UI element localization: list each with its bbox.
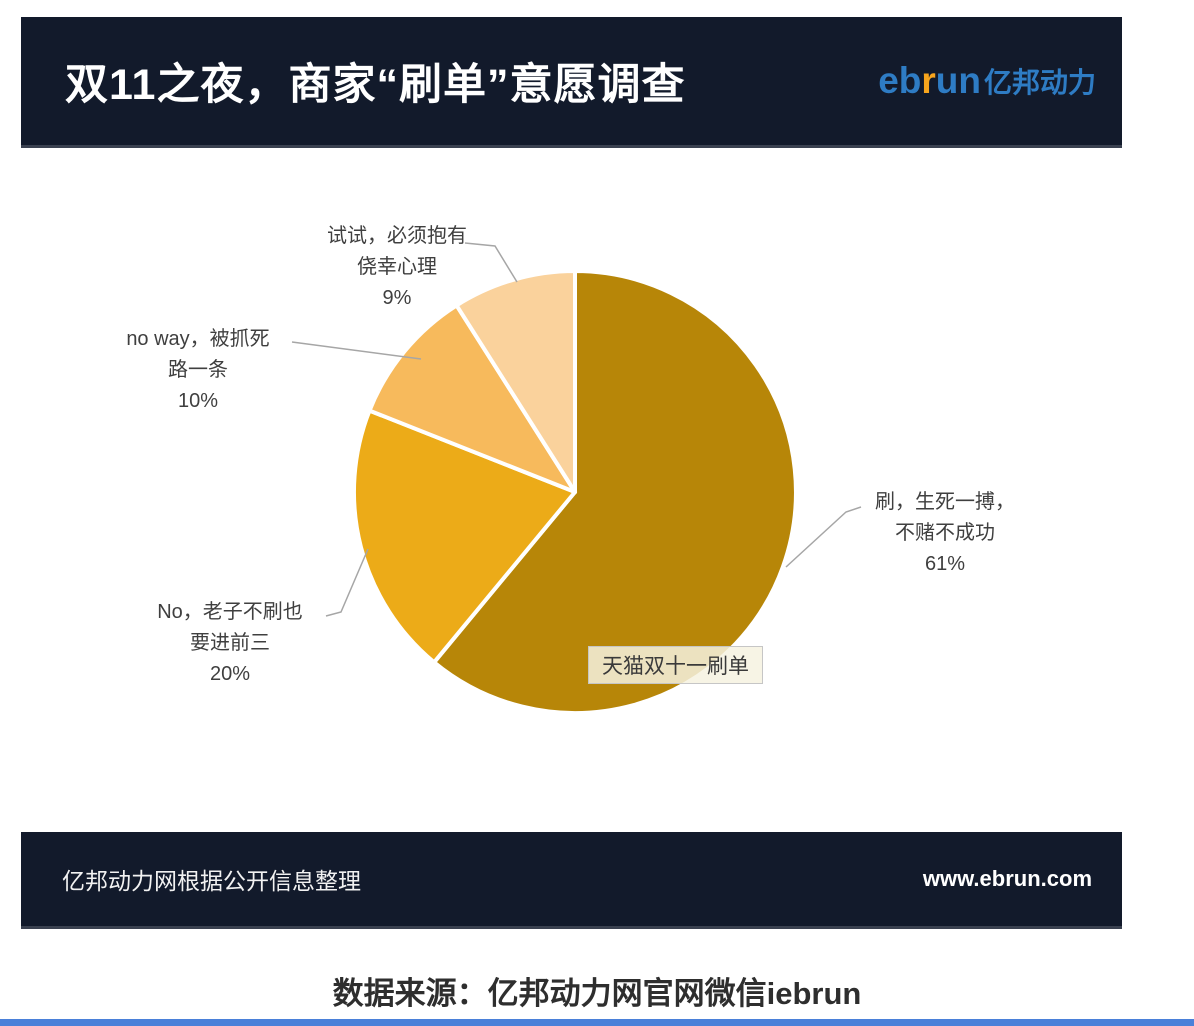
leader-lines: [291, 242, 862, 617]
bottom-accent-bar: [0, 1019, 1194, 1026]
slice-label-line2: 侥幸心理: [357, 256, 437, 278]
logo-text-en: ebrun: [878, 60, 981, 102]
pie-slice-61%[interactable]: [432, 269, 798, 715]
leader-line-slice-9: [464, 242, 518, 283]
footer-website: www.ebrun.com: [922, 866, 1092, 891]
logo-en-suffix: un: [935, 60, 981, 101]
slice-label-line1: 刷，生死一搏，: [875, 491, 1015, 513]
pie-slice-10%[interactable]: [367, 303, 577, 494]
leader-line-slice-10: [291, 341, 422, 360]
logo-en-prefix: eb: [878, 60, 922, 101]
pie-slices: [351, 269, 798, 715]
page-title: 双11之夜，商家“刷单”意愿调查: [65, 61, 686, 109]
pie-slice-20%[interactable]: [351, 408, 577, 665]
slice-label-61: 刷，生死一搏， 不赌不成功 61%: [820, 487, 1070, 580]
pie-slice-9%[interactable]: [454, 269, 577, 494]
footer-bar: 亿邦动力网根据公开信息整理 www.ebrun.com: [21, 832, 1122, 929]
chart-tooltip: 天猫双十一刷单: [588, 646, 763, 684]
slice-label-line2: 路一条: [168, 359, 228, 381]
leader-line-slice-61: [785, 506, 862, 568]
slice-label-pct: 10%: [177, 390, 219, 412]
leader-line-slice-20: [325, 548, 369, 617]
logo-text-cn: 亿邦动力: [983, 67, 1096, 98]
ebrun-logo: ebrun 亿邦动力: [878, 60, 1096, 102]
slice-label-pct: 61%: [924, 553, 966, 575]
logo-en-accent: r: [921, 60, 936, 101]
slice-label-line1: 试试，必须抱有: [327, 225, 467, 247]
source-note: 数据来源：亿邦动力网官网微信iebrun: [332, 976, 862, 1011]
slice-label-line2: 要进前三: [190, 632, 270, 654]
slice-label-line1: no way，被抓死: [126, 328, 270, 350]
slice-label-9: 试试，必须抱有 侥幸心理 9%: [272, 221, 522, 314]
slice-label-line2: 不赌不成功: [895, 522, 995, 544]
slice-label-pct: 20%: [209, 663, 251, 685]
header-bar: 双11之夜，商家“刷单”意愿调查 ebrun 亿邦动力: [21, 17, 1122, 148]
slice-label-20: No，老子不刷也 要进前三 20%: [105, 597, 355, 690]
slice-label-pct: 9%: [382, 287, 412, 309]
footer-credit: 亿邦动力网根据公开信息整理: [62, 868, 361, 894]
slice-label-line1: No，老子不刷也: [157, 601, 303, 623]
slice-label-10: no way，被抓死 路一条 10%: [73, 324, 323, 417]
